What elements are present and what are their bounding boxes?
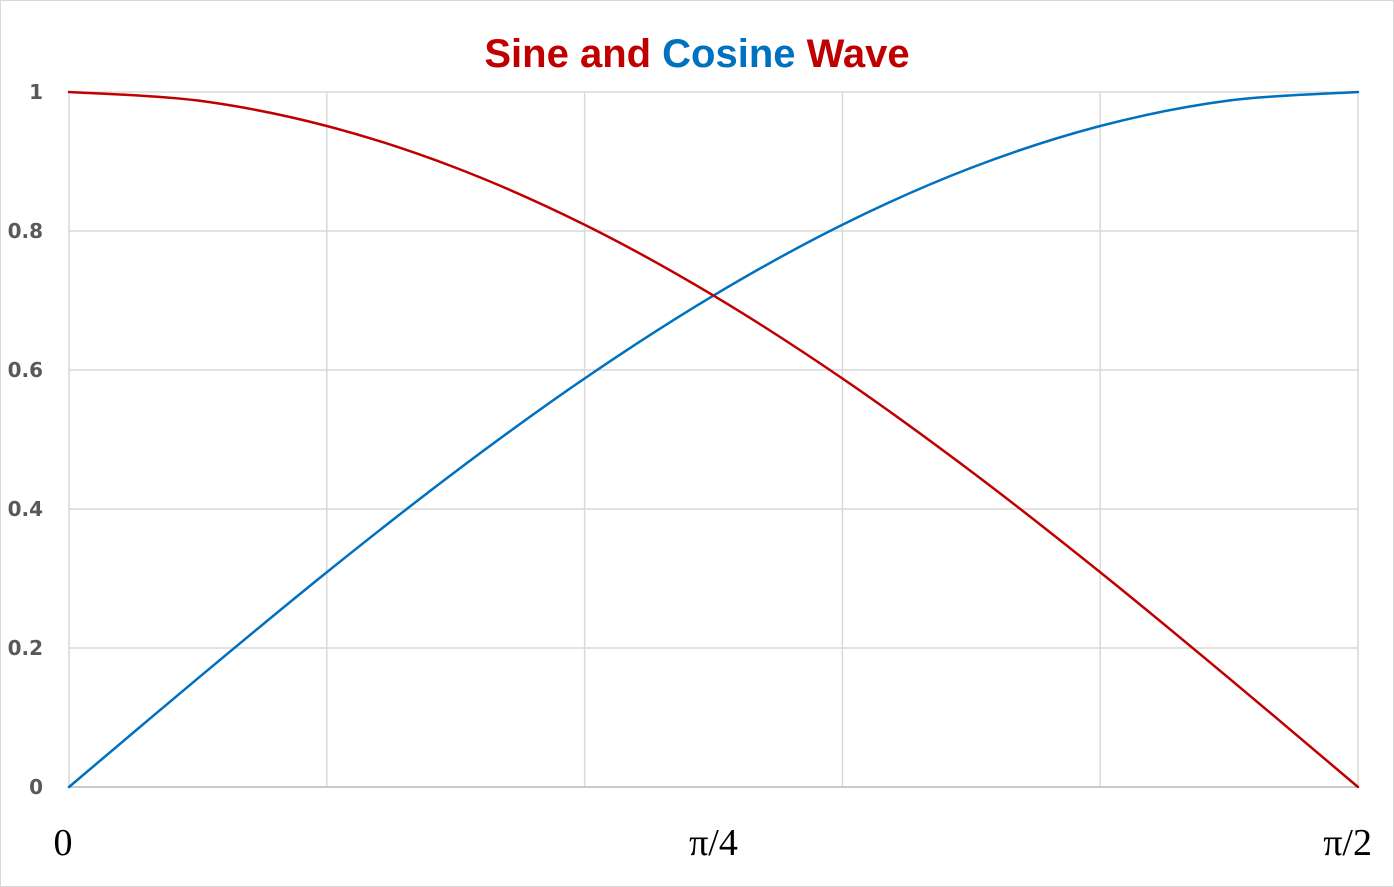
series-line-1 — [67, 90, 1360, 789]
x-tick-label: 0 — [54, 822, 73, 864]
series-lines — [67, 90, 1360, 789]
title-part-wave: Wave — [795, 32, 910, 76]
title-part-cosine: Cosine — [662, 32, 796, 76]
y-tick-label: 0.8 — [8, 219, 43, 243]
x-tick-label: π/2 — [1323, 822, 1372, 864]
gridlines — [68, 91, 1359, 788]
series-line-0 — [67, 90, 1360, 789]
y-tick-label: 0 — [29, 775, 43, 799]
title-part-sine: Sine — [484, 32, 569, 76]
x-tick-label: π/4 — [689, 822, 738, 864]
y-tick-label: 1 — [29, 80, 43, 104]
title-part-and: and — [568, 32, 663, 76]
y-tick-label: 0.4 — [8, 497, 43, 521]
tick-labels: 0 0.2 0.4 0.6 0.8 1 0 π/4 π/2 — [8, 80, 1372, 864]
y-tick-label: 0.2 — [8, 636, 43, 660]
chart-title: Sine and Cosine Wave — [0, 30, 1394, 78]
y-tick-label: 0.6 — [8, 358, 43, 382]
